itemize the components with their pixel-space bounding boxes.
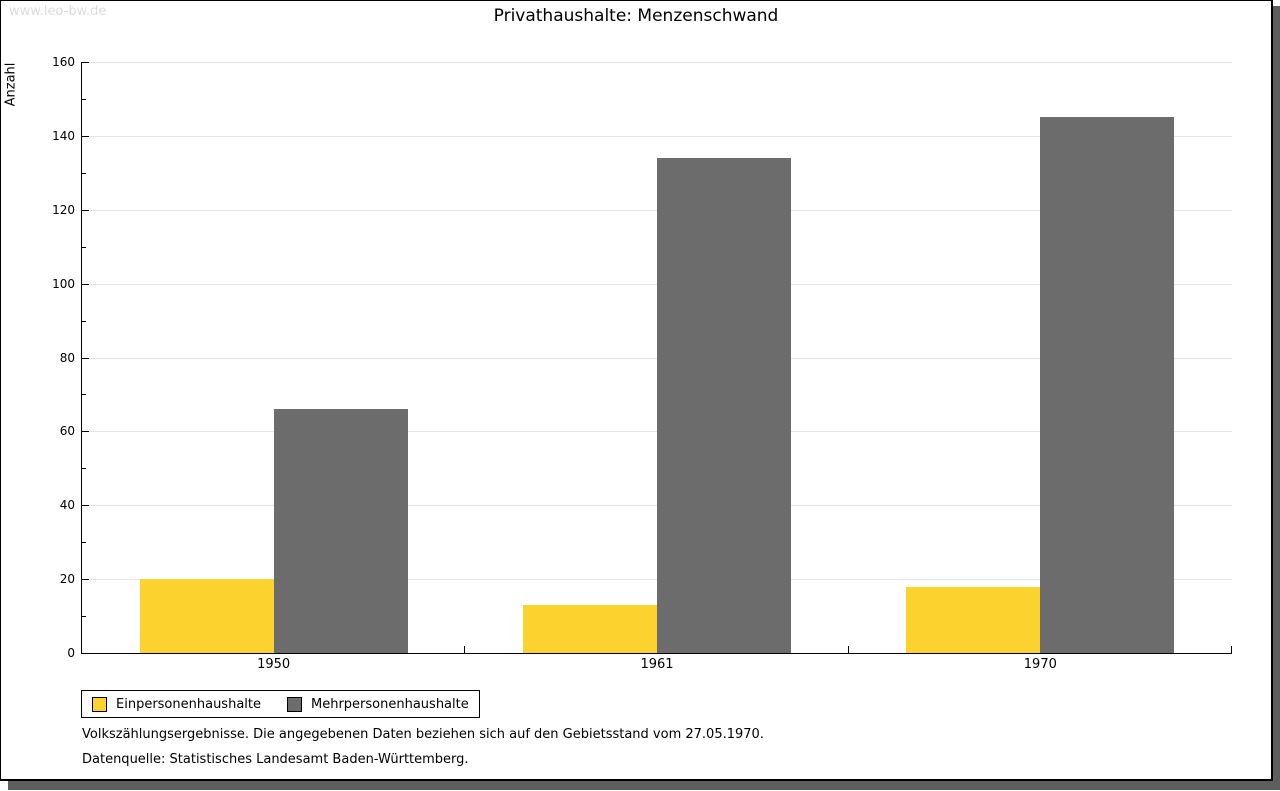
y-tick-label-20: 20 xyxy=(59,572,75,587)
bar-1970-mehrpersonenhaushalte xyxy=(1040,117,1175,653)
y-minor-tick-110 xyxy=(82,246,86,248)
legend-swatch-mehrpersonenhaushalte-icon xyxy=(287,696,302,712)
y-minor-tick-150 xyxy=(82,98,86,100)
y-major-tick-140 xyxy=(82,135,89,137)
watermark: www.leo-bw.de xyxy=(9,4,107,19)
y-tick-label-120: 120 xyxy=(52,202,75,217)
gridline-140 xyxy=(82,135,1232,137)
y-major-tick-60 xyxy=(82,431,89,433)
legend-item-mehrpersonenhaushalte: Mehrpersonenhaushalte xyxy=(287,696,469,712)
y-major-tick-160 xyxy=(82,62,89,63)
footnote-data-source: Datenquelle: Statistisches Landesamt Bad… xyxy=(82,752,469,767)
y-minor-tick-70 xyxy=(82,394,86,396)
x-tick-label-1961: 1961 xyxy=(640,657,674,672)
y-tick-label-0: 0 xyxy=(67,646,75,660)
bar-1961-mehrpersonenhaushalte xyxy=(657,158,792,653)
y-tick-label-160: 160 xyxy=(52,55,75,69)
plot-area: 0 20 40 60 80 100 120 140 160 1950 1961 1970 xyxy=(52,55,1232,672)
footnote-source-note: Volkszählungsergebnisse. Die angegebenen… xyxy=(82,727,764,742)
y-major-tick-100 xyxy=(82,283,89,285)
x-boundary-tick-3 xyxy=(1231,646,1232,653)
legend-swatch-einpersonenhaushalte-icon xyxy=(92,696,107,712)
legend-item-einpersonenhaushalte: Einpersonenhaushalte xyxy=(92,696,261,712)
chart-title: Privathaushalte: Menzenschwand xyxy=(493,6,779,26)
y-minor-tick-10 xyxy=(82,616,86,618)
bar-1950-mehrpersonenhaushalte xyxy=(273,409,408,653)
y-major-tick-40 xyxy=(82,505,89,507)
x-boundary-tick-1 xyxy=(464,646,466,653)
y-major-tick-120 xyxy=(82,209,89,211)
y-major-tick-80 xyxy=(82,357,89,359)
frame-shadow-bottom xyxy=(8,781,1273,790)
legend-label-einpersonenhaushalte: Einpersonenhaushalte xyxy=(116,696,261,712)
y-tick-label-140: 140 xyxy=(52,128,75,143)
y-minor-tick-130 xyxy=(82,172,86,174)
x-tick-label-1950: 1950 xyxy=(257,657,291,672)
y-tick-label-60: 60 xyxy=(59,424,75,439)
legend: Einpersonenhaushalte Mehrpersonenhaushal… xyxy=(81,690,480,718)
y-tick-label-40: 40 xyxy=(59,498,75,513)
y-minor-tick-50 xyxy=(82,468,86,470)
x-tick-label-1970: 1970 xyxy=(1023,657,1057,672)
bar-1970-einpersonenhaushalte xyxy=(906,586,1041,653)
gridline-160 xyxy=(82,62,1232,63)
x-boundary-tick-2 xyxy=(847,646,849,653)
y-axis-label: Anzahl xyxy=(3,62,19,107)
y-major-tick-20 xyxy=(82,579,89,581)
y-minor-tick-30 xyxy=(82,542,86,544)
bar-1950-einpersonenhaushalte xyxy=(139,579,274,653)
y-minor-tick-90 xyxy=(82,320,86,322)
frame-shadow-right xyxy=(1273,6,1280,790)
y-tick-label-100: 100 xyxy=(52,276,75,291)
legend-label-mehrpersonenhaushalte: Mehrpersonenhaushalte xyxy=(311,696,469,712)
y-tick-label-80: 80 xyxy=(59,350,75,365)
bar-1961-einpersonenhaushalte xyxy=(522,604,657,653)
